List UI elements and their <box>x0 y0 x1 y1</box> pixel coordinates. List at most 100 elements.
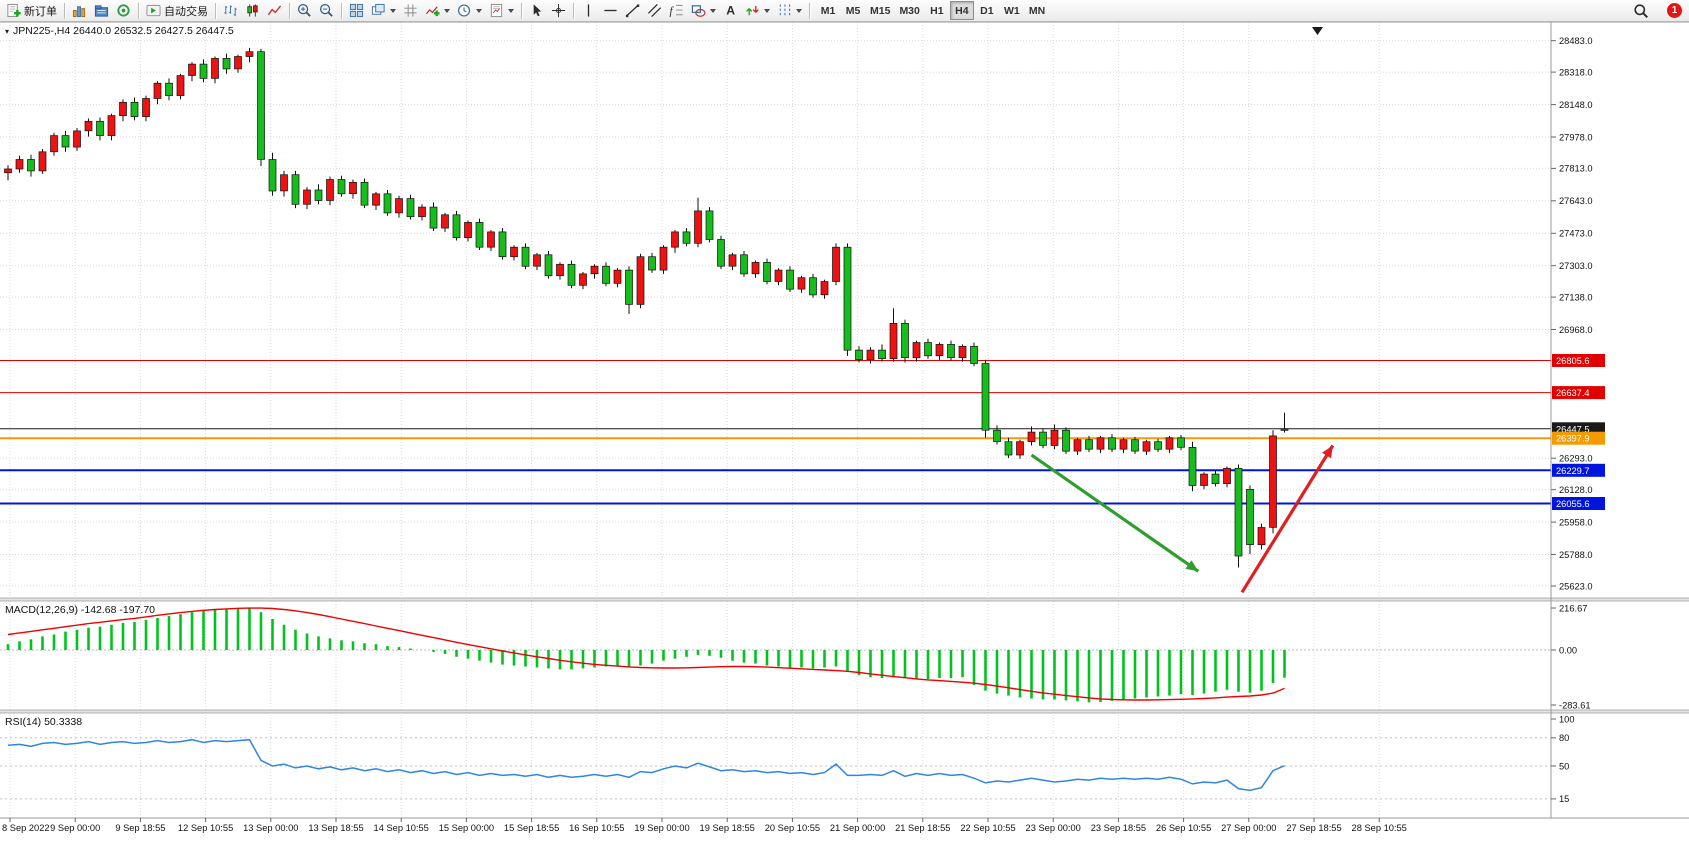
zoom-out-button[interactable] <box>316 1 337 20</box>
chart-title: JPN225-,H4 26440.0 26532.5 26427.5 26447… <box>13 25 234 37</box>
candlestick-icon <box>247 4 258 17</box>
time-tick-label: 26 Sep 10:55 <box>1156 823 1211 833</box>
templates-button[interactable] <box>486 1 517 20</box>
price-tick-label: 25958.0 <box>1559 517 1593 527</box>
time-tick-label: 19 Sep 00:00 <box>634 823 689 833</box>
svg-text:26637.4: 26637.4 <box>1556 388 1590 398</box>
arrow-marks-button[interactable] <box>742 1 773 20</box>
price-tick-label: 27978.0 <box>1559 132 1593 142</box>
separator <box>215 2 216 19</box>
chevron-down-icon <box>476 8 482 13</box>
new-order-button[interactable]: 新订单 <box>3 1 60 20</box>
price-tick-label: 27303.0 <box>1559 261 1593 271</box>
price-tick-label: 27643.0 <box>1559 196 1593 206</box>
cursor-icon <box>533 4 542 17</box>
profiles-button[interactable] <box>91 1 112 20</box>
shift-marker-icon <box>1312 27 1323 35</box>
new-chart-button[interactable] <box>69 1 90 20</box>
separator <box>809 2 810 19</box>
horizontal-line-icon <box>604 9 617 12</box>
svg-text:26447.5: 26447.5 <box>1556 424 1590 434</box>
zoom-in-icon <box>297 3 311 17</box>
chevron-down-icon <box>710 8 716 13</box>
grid-icon <box>404 4 417 17</box>
timeframe-button-m1[interactable]: M1 <box>816 1 840 20</box>
price-tick-label: 25623.0 <box>1559 581 1593 591</box>
clock-icon <box>457 4 471 17</box>
profiles-icon <box>94 5 109 17</box>
rsi-scale-label: 15 <box>1559 794 1569 804</box>
search-icon <box>1634 3 1649 18</box>
auto-trading-icon <box>146 4 161 17</box>
indicators-icon <box>425 6 440 17</box>
horizontal-line-button[interactable] <box>600 1 621 20</box>
template-icon <box>490 3 503 18</box>
timeframe-button-mn[interactable]: MN <box>1025 1 1049 20</box>
cursor-button[interactable] <box>526 1 547 20</box>
svg-text:f: f <box>669 6 674 18</box>
timeframe-button-h4[interactable]: H4 <box>949 1 974 20</box>
timeframe-button-m15[interactable]: M15 <box>866 1 894 20</box>
rsi-scale-label: 100 <box>1559 714 1575 724</box>
trendline-button[interactable] <box>622 1 643 20</box>
bar-chart-button[interactable] <box>220 1 241 20</box>
channel-button[interactable] <box>644 1 665 20</box>
price-line-badge: 26637.4 <box>1552 386 1605 400</box>
crosshair-icon <box>551 3 566 18</box>
time-tick-label: 22 Sep 10:55 <box>960 823 1015 833</box>
text-icon: A <box>726 4 735 18</box>
time-tick-label: 15 Sep 00:00 <box>439 823 494 833</box>
candlestick-chart-button[interactable] <box>242 1 263 20</box>
arrow-marks-icon <box>746 5 759 16</box>
auto-trading-button[interactable]: 自动交易 <box>143 1 211 20</box>
timeframe-button-h1[interactable]: H1 <box>925 1 949 20</box>
timeframe-button-m30[interactable]: M30 <box>895 1 923 20</box>
candles-layer <box>4 47 1289 568</box>
fibonacci-button[interactable]: f <box>666 1 687 20</box>
chevron-down-icon <box>796 8 802 13</box>
hlines-layer <box>0 360 1551 505</box>
timeframe-button-d1[interactable]: D1 <box>975 1 999 20</box>
chevron-down-icon <box>444 8 450 13</box>
cycle-lines-icon <box>779 4 791 17</box>
search-button[interactable] <box>1630 1 1652 20</box>
arrange-windows-button[interactable] <box>368 1 399 20</box>
toolbar: 新订单 自动交易 f A <box>0 0 1689 22</box>
trend-arrow[interactable] <box>1030 453 1200 573</box>
line-chart-button[interactable] <box>264 1 285 20</box>
indicators-button[interactable] <box>422 1 453 20</box>
vertical-line-button[interactable] <box>578 1 599 20</box>
separator <box>289 2 290 19</box>
vertical-line-icon <box>587 4 590 17</box>
text-label-button[interactable]: A <box>720 1 741 20</box>
macd-scale-label: 216.67 <box>1559 603 1587 613</box>
time-tick-label: 23 Sep 18:55 <box>1091 823 1146 833</box>
tile-windows-button[interactable] <box>346 1 367 20</box>
notification-badge[interactable]: 1 <box>1667 3 1682 18</box>
timeframe-button-w1[interactable]: W1 <box>1000 1 1024 20</box>
periods-button[interactable] <box>454 1 485 20</box>
cycle-lines-button[interactable] <box>774 1 805 20</box>
timeframe-button-m5[interactable]: M5 <box>841 1 865 20</box>
channel-icon <box>647 3 662 18</box>
svg-text:26055.6: 26055.6 <box>1556 499 1590 509</box>
time-tick-label: 13 Sep 00:00 <box>243 823 298 833</box>
time-tick-label: 21 Sep 18:55 <box>895 823 950 833</box>
new-order-icon <box>7 3 21 18</box>
trend-arrow[interactable] <box>1240 444 1335 594</box>
chevron-down-icon <box>508 8 514 13</box>
timeframe-toolbar: M1 M5 M15 M30 H1 H4 D1 W1 MN <box>816 1 1049 20</box>
collapse-icon: ▾ <box>5 27 10 36</box>
macd-label: MACD(12,26,9) -142.68 -197.70 <box>5 604 155 616</box>
price-tick-label: 27813.0 <box>1559 164 1593 174</box>
time-tick-label: 28 Sep 10:55 <box>1352 823 1407 833</box>
price-tick-label: 27473.0 <box>1559 229 1593 239</box>
chrome-layer <box>0 21 1689 819</box>
crosshair-button[interactable] <box>548 1 569 20</box>
grid-toggle-button[interactable] <box>400 1 421 20</box>
shapes-button[interactable] <box>688 1 719 20</box>
data-window-button[interactable] <box>113 1 134 20</box>
zoom-in-button[interactable] <box>294 1 315 20</box>
